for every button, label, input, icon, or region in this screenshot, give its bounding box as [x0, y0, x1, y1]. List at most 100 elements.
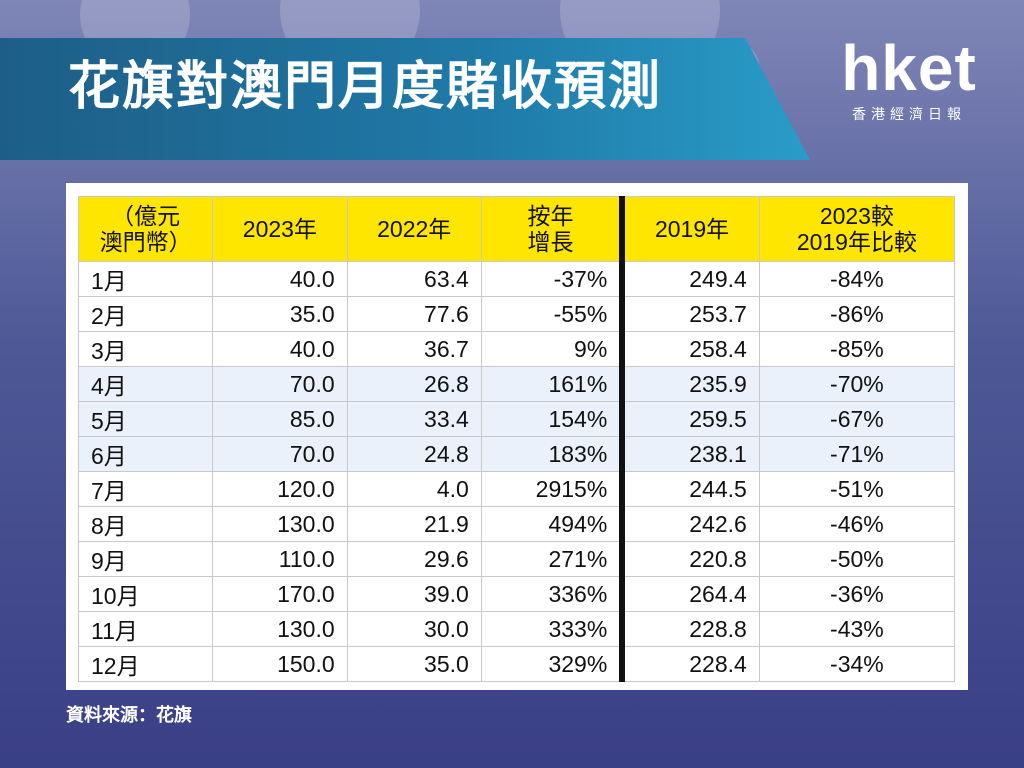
hket-logo: hket 香港經濟日報: [814, 36, 1004, 124]
value-cell: -37%: [480, 261, 626, 297]
column-header: 2019年: [621, 196, 760, 262]
value-cell: 77.6: [346, 296, 482, 332]
value-cell: 30.0: [346, 611, 482, 647]
value-cell: 333%: [480, 611, 626, 647]
value-cell: 150.0: [212, 646, 348, 682]
month-cell: 11月: [77, 611, 214, 647]
table-row: 3月 40.0 36.7 9% 258.4 -85%: [77, 331, 956, 367]
value-cell: 170.0: [212, 576, 348, 612]
value-cell: -34%: [758, 646, 956, 682]
value-cell: 70.0: [212, 366, 348, 402]
value-cell: -85%: [758, 331, 956, 367]
value-cell: 258.4: [621, 331, 760, 367]
value-cell: 154%: [480, 401, 626, 437]
month-cell: 3月: [77, 331, 214, 367]
table-header-row: （億元 澳門幣） 2023年 2022年 按年 增長 2019年 2023較 2019年比較: [77, 196, 956, 262]
table-row: 10月 170.0 39.0 336% 264.4 -36%: [77, 576, 956, 612]
table-row: 9月 110.0 29.6 271% 220.8 -50%: [77, 541, 956, 577]
month-cell: 8月: [77, 506, 214, 542]
value-cell: 4.0: [346, 471, 482, 507]
value-cell: -84%: [758, 261, 956, 297]
value-cell: 70.0: [212, 436, 348, 472]
value-cell: 235.9: [621, 366, 760, 402]
value-cell: 110.0: [212, 541, 348, 577]
month-cell: 5月: [77, 401, 214, 437]
month-cell: 1月: [77, 261, 214, 297]
value-cell: 130.0: [212, 611, 348, 647]
value-cell: 2915%: [480, 471, 626, 507]
table-row: 1月 40.0 63.4 -37% 249.4 -84%: [77, 261, 956, 297]
value-cell: 85.0: [212, 401, 348, 437]
value-cell: 271%: [480, 541, 626, 577]
logo-mark: hket: [841, 32, 977, 104]
value-cell: 39.0: [346, 576, 482, 612]
value-cell: 36.7: [346, 331, 482, 367]
value-cell: 238.1: [621, 436, 760, 472]
value-cell: 21.9: [346, 506, 482, 542]
table-row: 6月 70.0 24.8 183% 238.1 -71%: [77, 436, 956, 472]
month-cell: 10月: [77, 576, 214, 612]
table-row: 12月 150.0 35.0 329% 228.4 -34%: [77, 646, 956, 682]
table-row: 8月 130.0 21.9 494% 242.6 -46%: [77, 506, 956, 542]
value-cell: -71%: [758, 436, 956, 472]
value-cell: -55%: [480, 296, 626, 332]
value-cell: 29.6: [346, 541, 482, 577]
column-header: 2023年: [212, 196, 348, 262]
table-body: 1月 40.0 63.4 -37% 249.4 -84% 2月 35.0 77.6 -55% 253…: [77, 261, 956, 682]
logo-subtitle: 香港經濟日報: [852, 107, 966, 123]
value-cell: -36%: [758, 576, 956, 612]
value-cell: 220.8: [621, 541, 760, 577]
value-cell: 130.0: [212, 506, 348, 542]
value-cell: 264.4: [621, 576, 760, 612]
value-cell: 40.0: [212, 261, 348, 297]
value-cell: -50%: [758, 541, 956, 577]
value-cell: 35.0: [212, 296, 348, 332]
value-cell: 35.0: [346, 646, 482, 682]
value-cell: 24.8: [346, 436, 482, 472]
value-cell: 161%: [480, 366, 626, 402]
month-cell: 6月: [77, 436, 214, 472]
value-cell: 244.5: [621, 471, 760, 507]
value-cell: -46%: [758, 506, 956, 542]
value-cell: 183%: [480, 436, 626, 472]
table-row: 5月 85.0 33.4 154% 259.5 -67%: [77, 401, 956, 437]
column-header: 2023較 2019年比較: [758, 196, 956, 262]
value-cell: 249.4: [621, 261, 760, 297]
month-cell: 7月: [77, 471, 214, 507]
source-note: 資料來源：花旗: [66, 705, 192, 726]
month-cell: 4月: [77, 366, 214, 402]
table-panel: （億元 澳門幣） 2023年 2022年 按年 增長 2019年 2023較 2019年比較 1…: [66, 183, 968, 690]
value-cell: 9%: [480, 331, 626, 367]
value-cell: 40.0: [212, 331, 348, 367]
title-band: [0, 38, 810, 160]
table-row: 2月 35.0 77.6 -55% 253.7 -86%: [77, 296, 956, 332]
value-cell: 228.4: [621, 646, 760, 682]
value-cell: 33.4: [346, 401, 482, 437]
value-cell: 63.4: [346, 261, 482, 297]
value-cell: 253.7: [621, 296, 760, 332]
value-cell: 120.0: [212, 471, 348, 507]
value-cell: -51%: [758, 471, 956, 507]
column-header: 2022年: [346, 196, 482, 262]
month-cell: 9月: [77, 541, 214, 577]
gaming-revenue-table: （億元 澳門幣） 2023年 2022年 按年 增長 2019年 2023較 2019年比較 1…: [77, 196, 956, 682]
table-row: 4月 70.0 26.8 161% 235.9 -70%: [77, 366, 956, 402]
value-cell: 228.8: [621, 611, 760, 647]
value-cell: -70%: [758, 366, 956, 402]
page-title: 花旗對澳門月度賭收預測: [68, 57, 663, 117]
value-cell: 259.5: [621, 401, 760, 437]
value-cell: -86%: [758, 296, 956, 332]
table-row: 11月 130.0 30.0 333% 228.8 -43%: [77, 611, 956, 647]
table-row: 7月 120.0 4.0 2915% 244.5 -51%: [77, 471, 956, 507]
value-cell: 494%: [480, 506, 626, 542]
value-cell: 336%: [480, 576, 626, 612]
column-header: 按年 增長: [480, 196, 626, 262]
value-cell: -67%: [758, 401, 956, 437]
month-cell: 12月: [77, 646, 214, 682]
value-cell: 329%: [480, 646, 626, 682]
value-cell: 26.8: [346, 366, 482, 402]
value-cell: 242.6: [621, 506, 760, 542]
month-cell: 2月: [77, 296, 214, 332]
value-cell: -43%: [758, 611, 956, 647]
column-header: （億元 澳門幣）: [77, 196, 214, 262]
